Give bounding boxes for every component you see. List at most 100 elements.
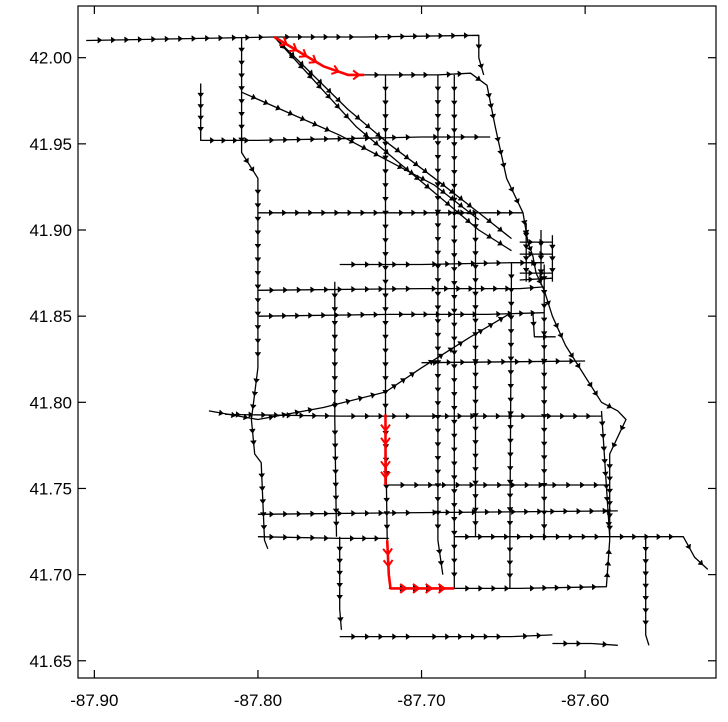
network-arrow	[349, 535, 355, 542]
network-arrow	[457, 412, 463, 420]
network-arrow	[275, 104, 281, 111]
network-arrow	[254, 324, 262, 330]
network-arrow	[506, 560, 514, 566]
network-arrow	[382, 334, 389, 340]
network-arrow	[397, 163, 403, 170]
network-arrow	[451, 558, 458, 564]
network-arrow	[506, 507, 514, 512]
network-arrow	[472, 251, 479, 256]
network-arrow	[423, 311, 429, 318]
network-arrow	[507, 465, 514, 471]
network-arrow	[405, 509, 411, 516]
network-arrow	[497, 226, 503, 232]
network-arrow	[508, 209, 514, 216]
route-arrow	[425, 583, 434, 594]
network-arrow	[443, 285, 449, 292]
network-arrow	[244, 137, 250, 144]
network-arrow	[298, 63, 304, 69]
network-arrow	[541, 344, 548, 350]
network-line-27	[509, 262, 513, 589]
network-arrow	[507, 411, 514, 417]
network-arrow	[506, 520, 514, 526]
network-arrow	[263, 99, 269, 106]
network-arrow	[204, 35, 210, 42]
network-arrow	[451, 239, 458, 245]
network-arrow	[254, 230, 262, 236]
network-arrow	[197, 92, 204, 98]
network-arrow	[331, 320, 338, 326]
network-arrow	[343, 113, 349, 119]
network-arrow	[516, 533, 522, 540]
network-arrow	[521, 412, 526, 420]
network-arrow	[477, 533, 483, 540]
network-arrow	[685, 543, 691, 550]
network-arrow	[383, 484, 390, 490]
network-arrow	[362, 535, 367, 542]
network-arrow	[513, 198, 520, 204]
network-arrow	[434, 264, 442, 270]
network-arrow	[474, 133, 480, 141]
network-arrow	[501, 358, 506, 365]
network-arrow	[490, 533, 496, 540]
network-arrow	[514, 358, 520, 365]
network-arrow	[668, 533, 674, 540]
network-arrow	[400, 33, 406, 40]
highlighted-route	[273, 35, 455, 594]
network-arrow	[218, 34, 224, 42]
network-arrow	[331, 389, 338, 395]
network-arrow	[360, 209, 366, 216]
network-arrow	[472, 453, 479, 459]
plot-frame	[77, 5, 717, 679]
network-arrow	[230, 411, 237, 418]
network-arrow	[238, 98, 245, 104]
network-arrow	[528, 358, 534, 365]
network-arrow	[447, 209, 453, 216]
network-arrow	[451, 377, 458, 383]
network-arrow	[382, 169, 389, 175]
network-arrow	[345, 398, 351, 405]
x-tick-label: -87.80	[234, 691, 282, 710]
network-arrow	[331, 430, 339, 436]
network-line-3	[273, 36, 512, 240]
network-arrow	[248, 166, 255, 172]
network-arrow	[451, 114, 458, 120]
network-arrow	[451, 128, 458, 134]
network-arrow	[599, 421, 606, 427]
network-line-18	[388, 540, 611, 590]
network-arrow	[360, 311, 366, 318]
network-arrow	[541, 455, 548, 461]
network-arrow	[269, 533, 275, 541]
network-arrow	[434, 387, 442, 393]
network-arrow	[606, 476, 613, 482]
network-arrow	[434, 401, 442, 406]
network-arrow	[316, 78, 323, 85]
network-arrow	[392, 633, 397, 640]
route-arrow	[308, 54, 318, 64]
network-arrow	[500, 162, 507, 168]
network-arrow	[432, 261, 438, 268]
network-arrow	[382, 238, 389, 243]
network-arrow	[563, 508, 569, 515]
route-line-2	[385, 540, 455, 590]
network-arrow	[472, 507, 479, 513]
network-arrow	[382, 293, 389, 299]
network-arrow	[552, 481, 558, 489]
network-arrow	[444, 412, 450, 420]
network-arrow	[209, 137, 215, 144]
network-arrow	[326, 87, 332, 94]
route-arrow	[437, 583, 447, 594]
network-arrow	[398, 71, 404, 79]
network-arrow	[485, 92, 492, 99]
network-line-30	[645, 536, 650, 646]
network-arrow	[539, 238, 545, 246]
network-arrow	[294, 312, 300, 319]
network-arrow	[434, 291, 442, 297]
network-arrow	[151, 36, 157, 43]
network-arrow	[434, 442, 442, 448]
network-arrow	[472, 311, 478, 318]
network-arrow	[261, 411, 267, 419]
network-arrow	[232, 137, 238, 144]
network-arrow	[619, 533, 625, 540]
network-arrow	[466, 202, 473, 208]
network-arrow	[451, 350, 458, 356]
